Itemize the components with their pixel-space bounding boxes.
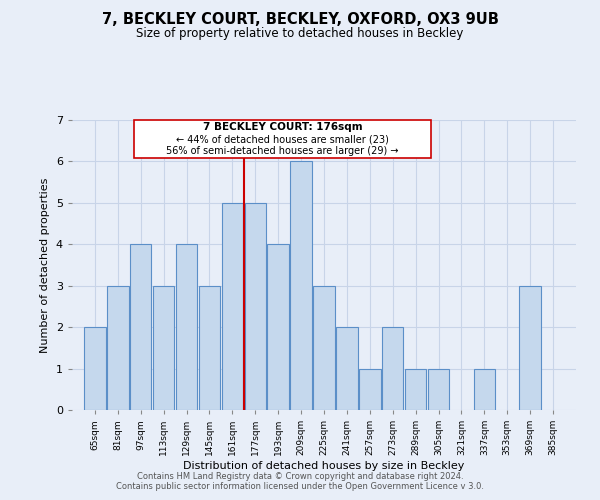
Bar (520, 286, 541, 410)
Bar (336, 327, 358, 410)
Bar (473, 368, 495, 410)
Bar (313, 286, 335, 410)
Text: 7, BECKLEY COURT, BECKLEY, OXFORD, OX3 9UB: 7, BECKLEY COURT, BECKLEY, OXFORD, OX3 9… (101, 12, 499, 28)
Text: Contains public sector information licensed under the Open Government Licence v : Contains public sector information licen… (116, 482, 484, 491)
Bar (290, 162, 312, 410)
Bar (245, 203, 266, 410)
Text: 7 BECKLEY COURT: 176sqm: 7 BECKLEY COURT: 176sqm (203, 122, 362, 132)
Text: Size of property relative to detached houses in Beckley: Size of property relative to detached ho… (136, 28, 464, 40)
Bar (359, 368, 380, 410)
Bar (428, 368, 449, 410)
Bar (176, 244, 197, 410)
Bar (107, 286, 128, 410)
Text: ← 44% of detached houses are smaller (23): ← 44% of detached houses are smaller (23… (176, 134, 389, 144)
Bar (382, 327, 403, 410)
Text: Contains HM Land Registry data © Crown copyright and database right 2024.: Contains HM Land Registry data © Crown c… (137, 472, 463, 481)
Bar (130, 244, 151, 410)
Bar (268, 244, 289, 410)
Bar (405, 368, 427, 410)
Bar (84, 327, 106, 410)
Bar (221, 203, 243, 410)
Bar (153, 286, 175, 410)
Bar (134, 120, 431, 158)
Y-axis label: Number of detached properties: Number of detached properties (40, 178, 50, 352)
X-axis label: Distribution of detached houses by size in Beckley: Distribution of detached houses by size … (184, 461, 464, 471)
Bar (199, 286, 220, 410)
Text: 56% of semi-detached houses are larger (29) →: 56% of semi-detached houses are larger (… (166, 146, 399, 156)
